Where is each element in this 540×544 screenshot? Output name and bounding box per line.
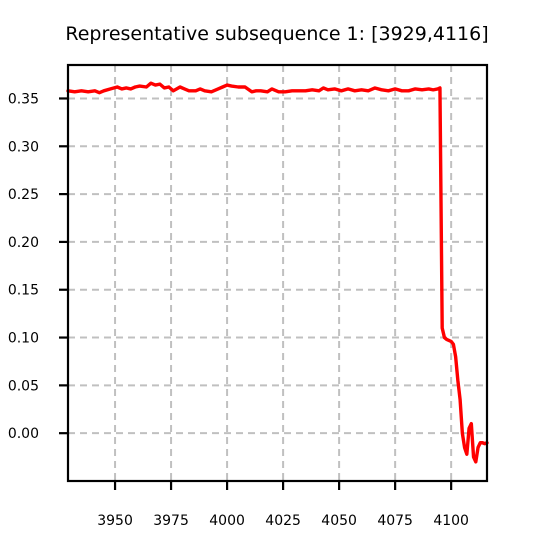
x-axis: 3950 3975 4000 4025 4050 4075 4100	[97, 481, 469, 529]
x-tick-label: 4075	[377, 513, 413, 529]
y-axis: 0.00 0.05 0.10 0.15 0.20 0.25 0.30 0.35	[8, 91, 68, 442]
plot-frame	[66, 63, 489, 483]
x-tick-label: 4000	[209, 513, 245, 529]
y-tick-label: 0.25	[8, 187, 39, 203]
chart-title: Representative subsequence 1: [3929,4116…	[65, 23, 488, 45]
y-tick-label: 0.05	[8, 378, 39, 394]
x-tick-label: 3975	[153, 513, 189, 529]
y-tick-label: 0.30	[8, 139, 39, 155]
x-tick-label: 3950	[97, 513, 133, 529]
y-tick-label: 0.10	[8, 331, 39, 347]
x-tick-label: 4050	[321, 513, 357, 529]
y-tick-label: 0.00	[8, 426, 39, 442]
y-tick-label: 0.20	[8, 235, 39, 251]
series-line	[66, 81, 489, 464]
y-tick-label: 0.15	[8, 283, 39, 299]
y-tick-label: 0.35	[8, 91, 39, 107]
series-layer	[66, 81, 489, 464]
grid-lines	[68, 65, 487, 481]
x-tick-label: 4025	[265, 513, 301, 529]
x-tick-label: 4100	[433, 513, 469, 529]
